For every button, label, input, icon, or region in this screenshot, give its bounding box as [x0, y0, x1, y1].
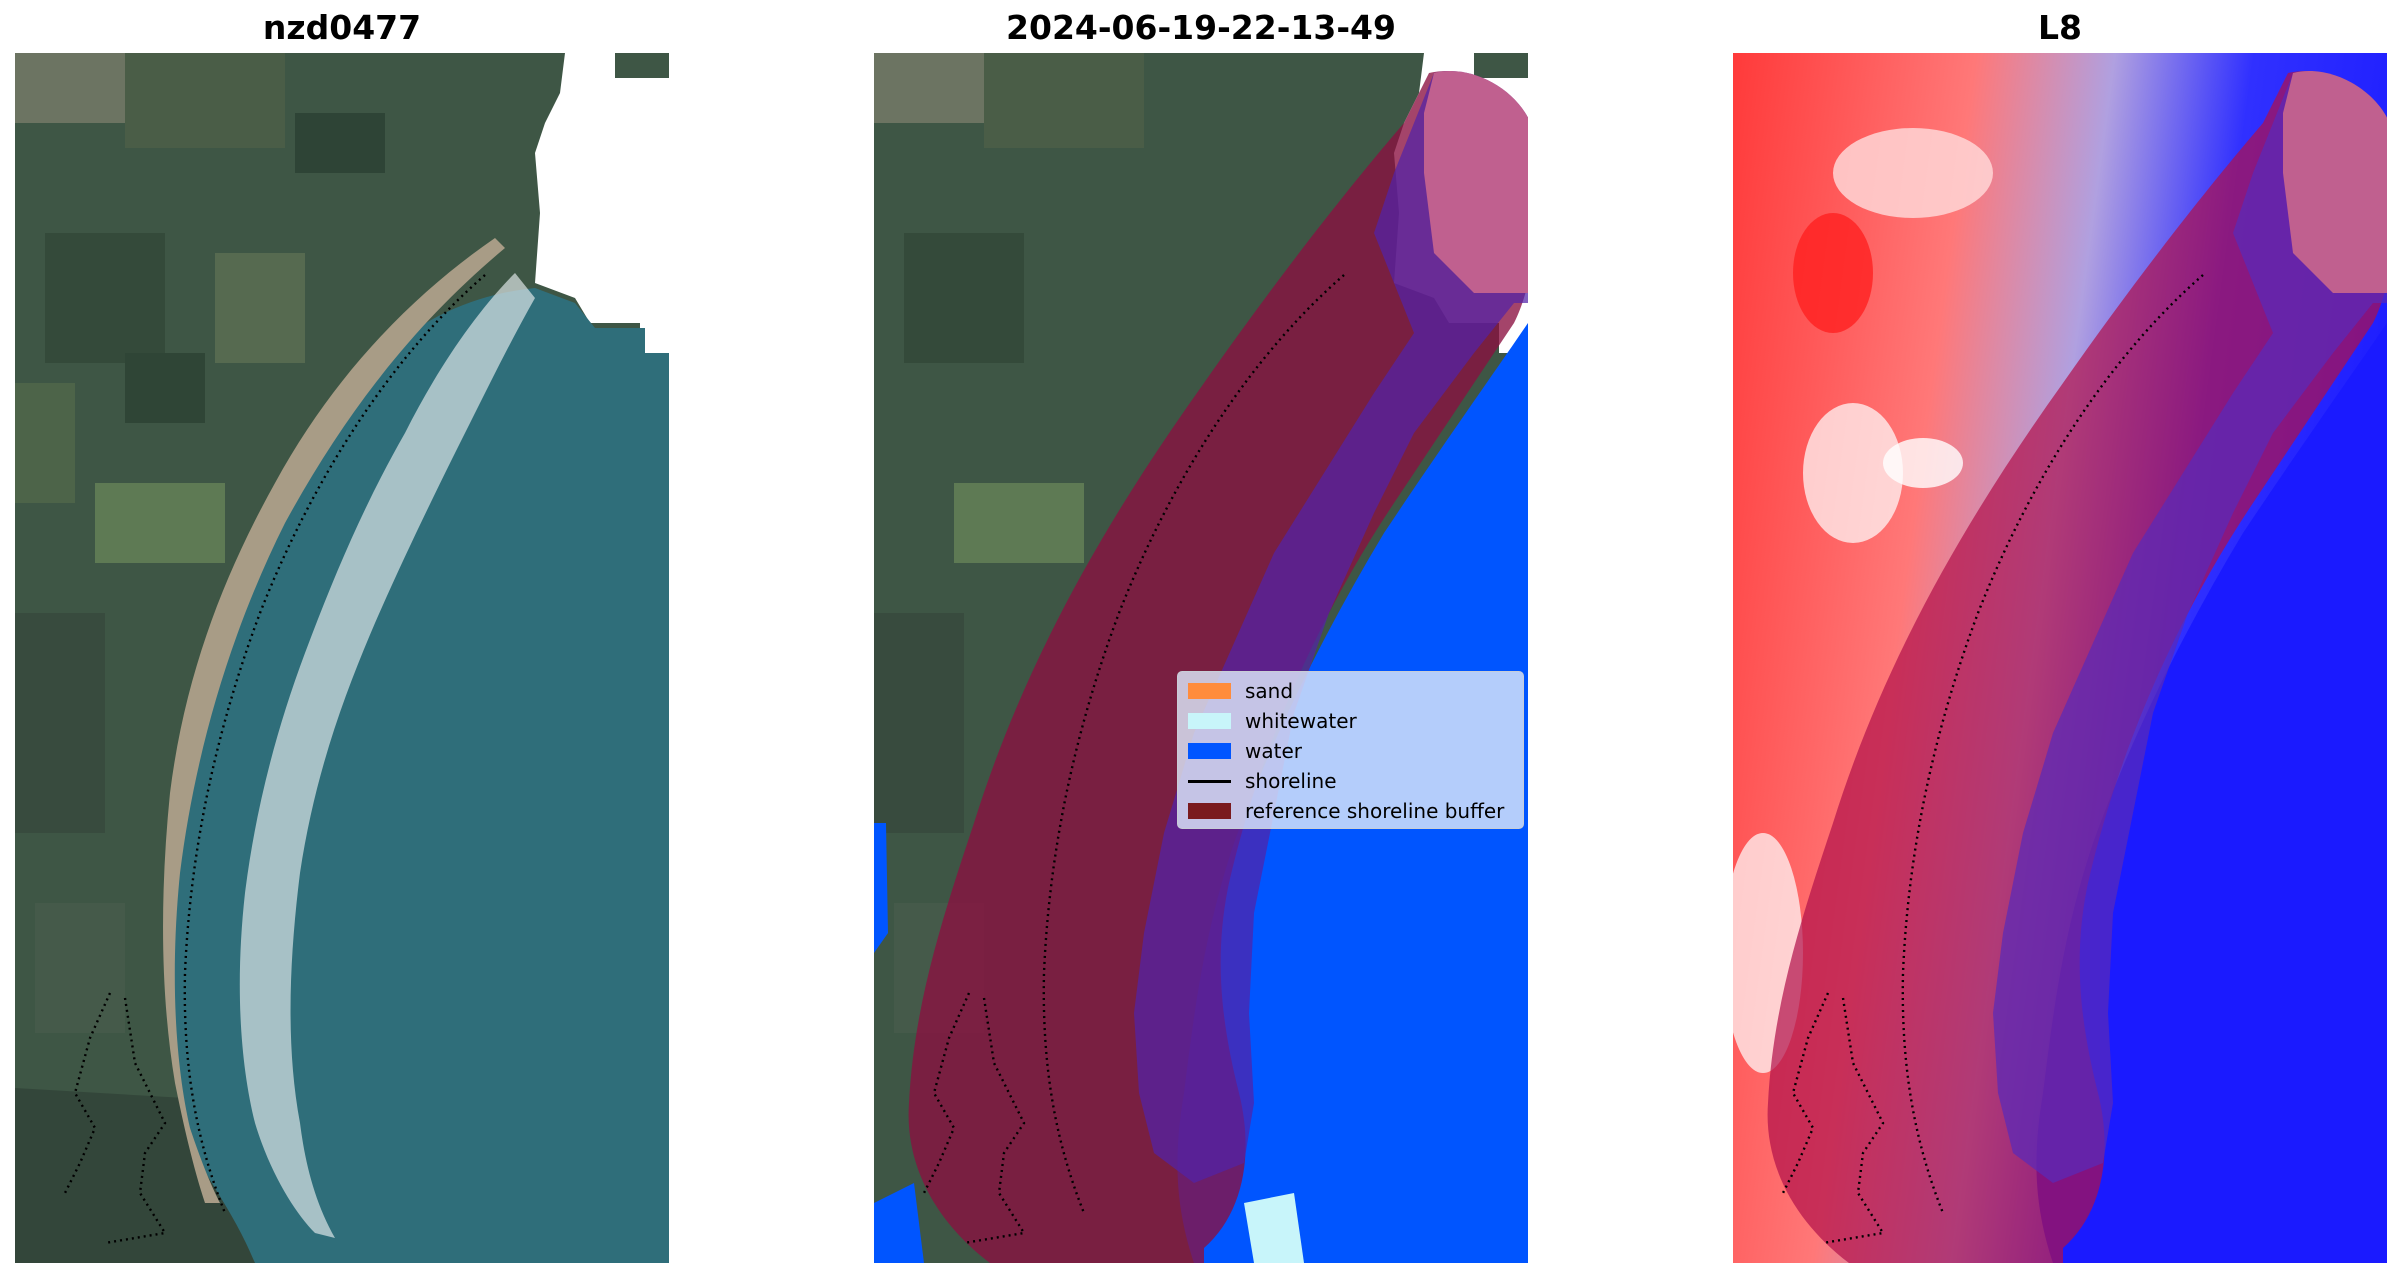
- legend-swatch-whitewater: [1188, 713, 1231, 729]
- legend-swatch-reference-buffer: [1188, 803, 1231, 819]
- legend-item-sand: sand: [1188, 676, 1513, 706]
- legend-label-water: water: [1245, 739, 1302, 763]
- legend-swatch-sand: [1188, 683, 1231, 699]
- legend-label-sand: sand: [1245, 679, 1294, 703]
- title-index-panel: L8: [2038, 8, 2082, 47]
- rgb-satellite-image: [15, 53, 669, 1263]
- index-image: [1733, 53, 2387, 1263]
- legend-label-whitewater: whitewater: [1245, 709, 1357, 733]
- legend-item-whitewater: whitewater: [1188, 706, 1513, 736]
- rgb-image-panel: [15, 53, 669, 1263]
- classification-panel: [874, 53, 1528, 1263]
- title-rgb-panel: nzd0477: [262, 8, 422, 47]
- legend-line-shoreline: [1188, 779, 1231, 783]
- legend-item-water: water: [1188, 736, 1513, 766]
- index-panel: [1733, 53, 2387, 1263]
- legend-item-reference-buffer: reference shoreline buffer: [1188, 796, 1513, 826]
- title-classified-panel: 2024-06-19-22-13-49: [1006, 8, 1396, 47]
- legend-label-shoreline: shoreline: [1245, 769, 1337, 793]
- legend-swatch-water: [1188, 743, 1231, 759]
- legend-label-reference-buffer: reference shoreline buffer: [1245, 799, 1505, 823]
- classification-legend: sand whitewater water shoreline referenc…: [1177, 671, 1524, 829]
- legend-item-shoreline: shoreline: [1188, 766, 1513, 796]
- classified-image: [874, 53, 1528, 1263]
